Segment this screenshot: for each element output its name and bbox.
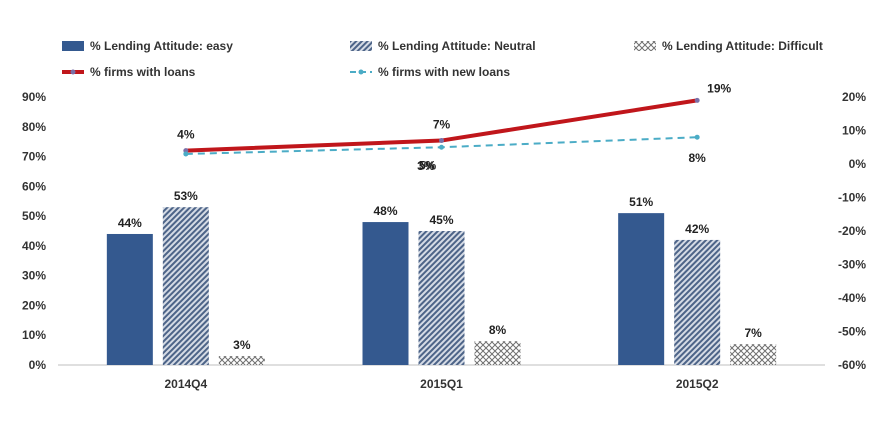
y-right-tick-label: -60% (838, 358, 866, 372)
bar-easy (618, 213, 665, 365)
line-point (439, 144, 444, 150)
legend-label: % Lending Attitude: easy (90, 39, 233, 53)
y-left-tick-label: 10% (22, 328, 46, 342)
legend-label: % firms with new loans (378, 65, 510, 79)
bars (106, 207, 777, 365)
legend: % Lending Attitude: easy % Lending Attitu… (62, 39, 823, 79)
y-left-tick-label: 0% (29, 358, 47, 372)
bar-data-label: 45% (429, 213, 453, 227)
y-right-tick-label: -40% (838, 291, 866, 305)
legend-swatch (350, 41, 372, 51)
line-point (183, 151, 189, 157)
legend-swatch (634, 41, 656, 51)
y-right-tick-label: -30% (838, 258, 866, 272)
legend-label: % firms with loans (90, 65, 196, 79)
legend-marker (70, 69, 76, 75)
bar-data-label: 44% (118, 216, 142, 230)
bar-easy (362, 222, 409, 365)
bar-easy (106, 233, 153, 365)
y-left-tick-label: 30% (22, 269, 46, 283)
bar-data-label: 53% (174, 189, 198, 203)
bar-data-label: 48% (373, 204, 397, 218)
y-left-tick-label: 70% (22, 150, 46, 164)
axes: 0% 10% 20% 30% 40% 50% 60% 70% 80% 90% -60% -50% -40… (22, 90, 866, 391)
bar-data-label: 7% (744, 326, 762, 340)
bar-data-label: 42% (685, 222, 709, 236)
bar-difficult (474, 341, 521, 365)
bar-neutral (162, 207, 209, 365)
bar-difficult (730, 344, 777, 365)
legend-marker (358, 69, 364, 75)
data-labels: 44%48%51%53%45%42%3%8% 7%4%7%19%3%5%8% (118, 81, 762, 352)
line-data-label: 3% (417, 159, 435, 173)
line-point (439, 138, 444, 144)
category-label: 2015Q2 (676, 377, 719, 391)
y-left-tick-label: 60% (22, 179, 46, 193)
y-left-tick-label: 90% (22, 90, 46, 104)
y-right-tick-label: 0% (849, 157, 867, 171)
bar-data-label: 8% (489, 323, 507, 337)
y-right-tick-label: 20% (842, 90, 866, 104)
legend-label: % Lending Attitude: Neutral (378, 39, 536, 53)
line-data-label: 19% (707, 81, 731, 95)
line-data-label: 5% (419, 158, 437, 172)
lines (183, 97, 700, 157)
y-right-tick-label: -10% (838, 191, 866, 205)
bar-neutral (418, 231, 465, 365)
line-data-label: 4% (177, 128, 195, 142)
y-left-tick-label: 80% (22, 120, 46, 134)
y-right-tick-label: -50% (838, 325, 866, 339)
y-left-tick-label: 40% (22, 239, 46, 253)
line-point (694, 134, 700, 140)
line-data-label: 8% (688, 151, 706, 165)
legend-swatch (62, 41, 84, 51)
bar-difficult (218, 356, 265, 365)
line-point (694, 97, 700, 103)
category-label: 2014Q4 (164, 377, 207, 391)
legend-label: % Lending Attitude: Difficult (662, 39, 823, 53)
category-label: 2015Q1 (420, 377, 463, 391)
y-left-tick-label: 50% (22, 209, 46, 223)
y-left-tick-label: 20% (22, 298, 46, 312)
y-right-tick-label: -20% (838, 224, 866, 238)
bar-data-label: 51% (629, 195, 653, 209)
line-data-label: 7% (433, 118, 451, 132)
y-right-tick-label: 10% (842, 124, 866, 138)
bar-neutral (674, 239, 721, 365)
bar-data-label: 3% (233, 338, 251, 352)
